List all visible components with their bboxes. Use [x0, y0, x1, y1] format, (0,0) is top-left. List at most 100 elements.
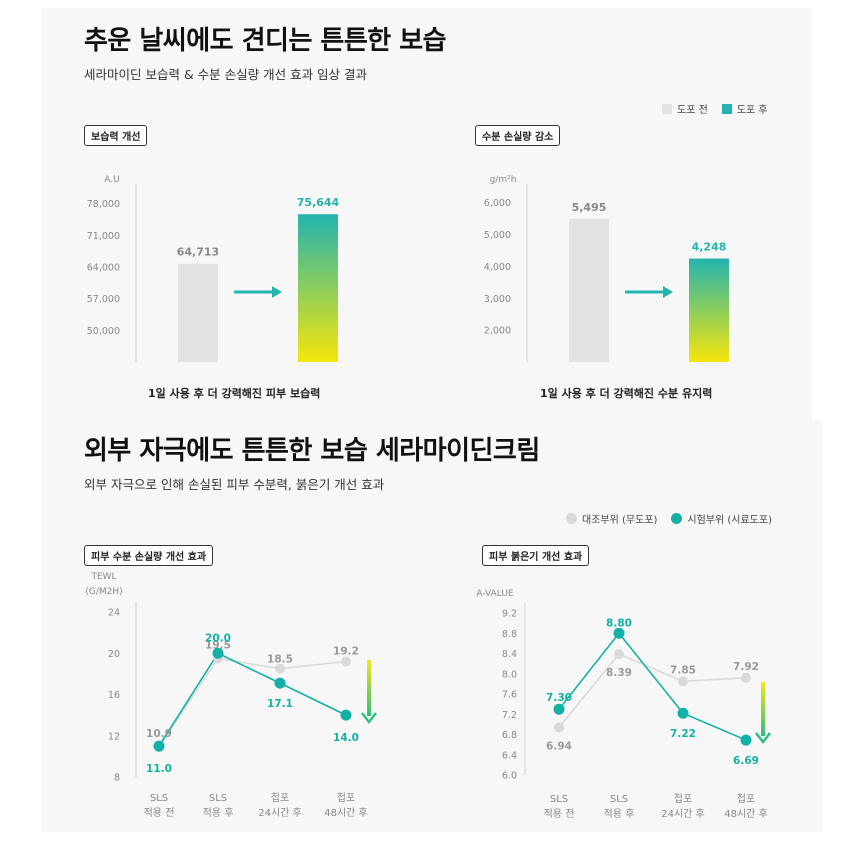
x-tick-label: SLS 적용 후 — [203, 793, 234, 819]
point-value-label: 19.2 — [333, 646, 359, 658]
arrow-head — [272, 286, 282, 298]
control-point — [554, 722, 564, 733]
legend-before-swatch — [662, 103, 672, 114]
bar-after — [689, 258, 729, 362]
test-point — [740, 734, 752, 746]
test-point — [677, 707, 689, 719]
point-value-label: 8.80 — [606, 617, 632, 629]
legend-after-swatch — [721, 103, 732, 114]
x-tick-label: 첩포 48시간 후 — [724, 793, 768, 820]
bar-after — [298, 214, 338, 362]
bar-before — [178, 263, 218, 362]
y-tick-label: 71,000 — [87, 231, 120, 242]
section1-legend: 도포 전 도포 후 — [662, 101, 782, 116]
point-value-label: 6.94 — [546, 740, 572, 752]
y-tick-label: 16 — [108, 690, 120, 701]
chart2-tag: 수분 손실량 감소 — [475, 125, 561, 146]
section2-subtitle: 외부 자극으로 인해 손실된 피부 수분력, 붉은기 개선 효과 — [84, 477, 385, 492]
control-point — [678, 676, 688, 687]
redness-line-chart: A-VALUE 9.2 8.8 8.4 8.0 7.6 7.2 6.8 6.4 6.0 SLS 적용 … — [476, 589, 771, 820]
y-tick-label: 6.4 — [502, 750, 517, 761]
test-point — [212, 647, 224, 659]
bar-before — [569, 218, 609, 362]
test-point — [553, 703, 565, 715]
legend-before-label: 도포 전 — [677, 105, 708, 116]
water-loss-bar-chart: g/m²h 6,000 5,000 4,000 3,000 2,000 5,495 4,248 — [484, 175, 729, 362]
y-tick-label: 5,000 — [484, 230, 511, 241]
y-tick-label: 20 — [108, 649, 120, 660]
tewl-line-chart: TEWL (G/M2H) 24 20 16 12 8 SLS 적용 전 SLS 적용 후 첩포 24시간… — [85, 572, 377, 819]
y-axis-unit: A.U — [104, 175, 119, 185]
chart1-tag: 보습력 개선 — [84, 125, 148, 146]
y-axis-unit: (G/M2H) — [85, 587, 122, 597]
bar-value-label: 64,713 — [177, 246, 219, 259]
y-tick-label: 6.8 — [502, 730, 517, 741]
point-value-label: 14.0 — [333, 732, 359, 744]
y-tick-label: 8.4 — [502, 649, 517, 660]
down-arrow-shaft — [367, 660, 371, 716]
x-tick-label: SLS 적용 후 — [604, 794, 635, 820]
y-tick-label: 8 — [114, 773, 120, 784]
point-value-label: 19.5 — [205, 639, 231, 651]
point-value-label: 11.0 — [146, 763, 172, 775]
down-arrow-head — [361, 712, 377, 725]
y-tick-label: 8.0 — [502, 669, 517, 680]
legend-test-label: 시험부위 (시료도포) — [687, 515, 772, 526]
y-tick-label: 6,000 — [484, 198, 511, 209]
control-point — [341, 656, 351, 667]
y-tick-label: 8.8 — [502, 629, 517, 640]
bar-value-label: 4,248 — [692, 241, 727, 254]
x-tick-label: 첩포 24시간 후 — [258, 792, 302, 819]
y-tick-label: 3,000 — [484, 294, 511, 305]
y-axis-unit: A-VALUE — [476, 589, 514, 599]
moisture-panel — [42, 8, 812, 420]
point-value-label: 20.0 — [205, 632, 231, 644]
point-value-label: 8.39 — [606, 667, 632, 679]
test-point — [274, 677, 286, 689]
section2-legend: 대조부위 (무도포) 시험부위 (시료도포) — [566, 511, 786, 526]
control-series-line — [158, 657, 347, 748]
y-tick-label: 7.6 — [502, 690, 517, 701]
legend-control-marker — [566, 513, 577, 524]
y-tick-label: 78,000 — [87, 199, 120, 210]
y-tick-label: 24 — [108, 608, 120, 619]
x-tick-label: 첩포 24시간 후 — [661, 793, 705, 820]
bar-value-label: 75,644 — [297, 196, 340, 209]
x-tick-label: SLS 적용 전 — [144, 793, 175, 819]
point-value-label: 7.85 — [670, 664, 696, 676]
y-tick-label: 50,000 — [87, 326, 120, 337]
point-value-label: 7.30 — [546, 692, 572, 704]
y-tick-label: 64,000 — [87, 262, 120, 273]
y-tick-label: 6.0 — [502, 771, 517, 782]
chart3-tag: 피부 수분 손실량 개선 효과 — [84, 545, 214, 566]
section2-title: 외부 자극에도 튼튼한 보습 세라마이딘크림 — [84, 436, 540, 466]
y-tick-label: 7.2 — [502, 710, 517, 721]
test-point — [153, 740, 165, 752]
bar-value-label: 5,495 — [572, 201, 607, 214]
arrow-head — [663, 286, 673, 298]
y-tick-label: 4,000 — [484, 262, 511, 273]
moisture-bar-chart: A.U 78,000 71,000 64,000 57,000 50,000 64,713 7… — [87, 175, 340, 362]
legend-control-label: 대조부위 (무도포) — [582, 515, 658, 526]
y-axis-unit: g/m²h — [490, 175, 517, 185]
y-axis-unit: TEWL — [90, 572, 116, 582]
test-series-line — [158, 652, 347, 747]
control-point — [741, 672, 751, 683]
chart1-caption: 1일 사용 후 더 강력해진 피부 보습력 — [148, 387, 321, 400]
x-tick-label: 첩포 48시간 후 — [324, 792, 368, 819]
control-point — [275, 663, 285, 674]
test-point — [613, 627, 625, 639]
point-value-label: 17.1 — [267, 698, 293, 710]
test-point — [340, 709, 352, 721]
legend-test-marker — [671, 513, 683, 524]
section1-title: 추운 날씨에도 견디는 튼튼한 보습 — [84, 26, 447, 56]
point-value-label: 10.9 — [146, 728, 172, 740]
control-series-line — [558, 653, 747, 728]
chart2-caption: 1일 사용 후 더 강력해진 수분 유지력 — [540, 387, 713, 400]
irritation-panel — [42, 420, 822, 832]
x-tick-label: SLS 적용 전 — [544, 794, 575, 820]
point-value-label: 18.5 — [267, 654, 293, 666]
legend-after-label: 도포 후 — [736, 105, 768, 116]
y-tick-label: 12 — [108, 731, 120, 742]
down-arrow-shaft — [761, 682, 765, 736]
